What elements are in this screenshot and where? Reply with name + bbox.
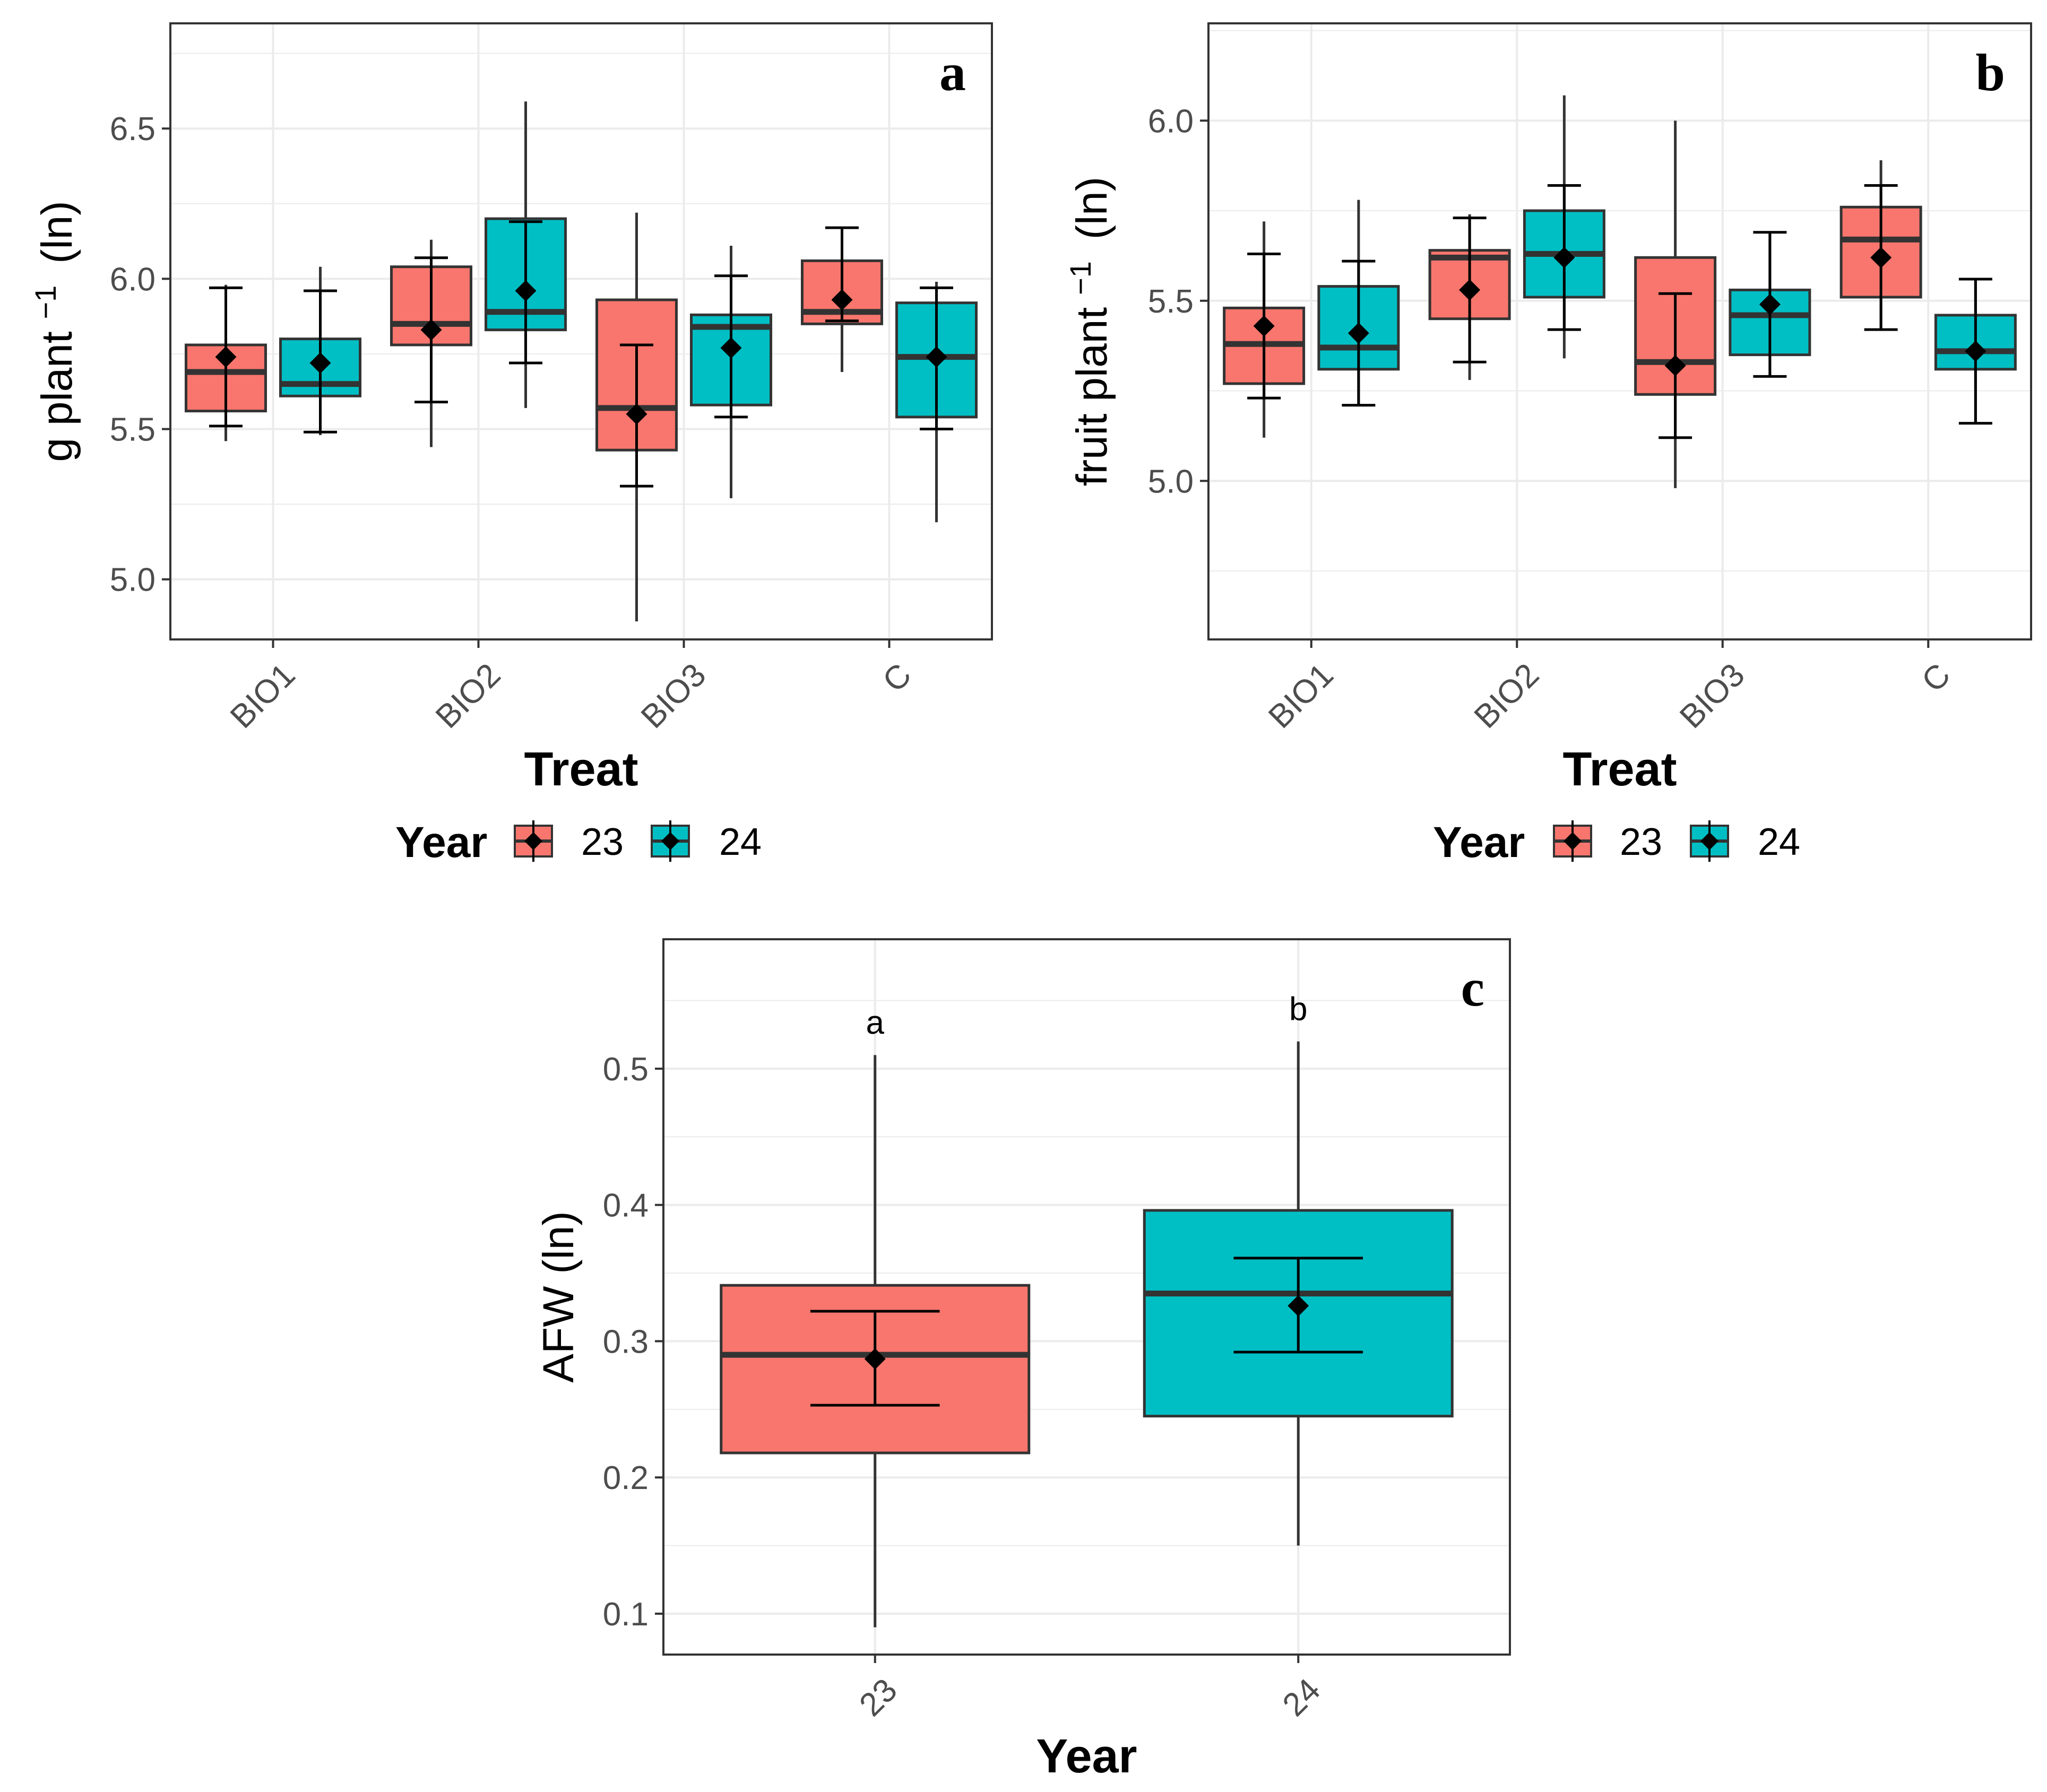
panel-a-box-BIO3-24-mean [720, 337, 742, 359]
panel-b-legend-key-23-mean [1564, 832, 1582, 850]
panel-c-sig-letter-23: a [866, 1005, 885, 1041]
panel-b-legend-label-24: 24 [1758, 821, 1800, 863]
panel-b-box-BIO1-23 [1223, 221, 1306, 438]
panel-a-box-BIO1-24 [279, 266, 362, 435]
panel-b-letter: b [1975, 43, 2005, 102]
panel-b-box-BIO2-23 [1428, 214, 1511, 380]
panel-a-box-C-24 [895, 282, 978, 523]
panel-a-legend-label-24: 24 [719, 821, 762, 863]
panel-b-ytick-label-2: 6.0 [1148, 103, 1194, 140]
panel-c-ytick-label-4: 0.5 [603, 1051, 649, 1088]
panel-a-box-BIO1-23-mean [215, 346, 237, 368]
panel-a-legend: Year 23 24 [395, 818, 762, 867]
panel-b-box-BIO3-23 [1634, 120, 1717, 488]
panel-b-box-BIO3-24 [1729, 231, 1811, 378]
panel-b-box-BIO2-24-mean [1553, 247, 1575, 269]
panel-a-ylabel-main: g plant [33, 331, 81, 462]
panel-b-legend-key-23 [1553, 820, 1592, 862]
panel-a-frame [169, 22, 993, 640]
panel-c-ylabel: AFW (ln) [534, 1211, 583, 1382]
panel-a-box-BIO3-23 [595, 212, 678, 622]
panel-a-box-BIO2-23-mean [420, 319, 442, 341]
panel-c-ytick-label-1: 0.2 [603, 1460, 649, 1496]
panel-a-xlabel: Treat [524, 743, 638, 796]
panel-a-box-BIO1-23 [184, 284, 267, 441]
panel-c-ytick-label-3: 0.4 [603, 1188, 649, 1224]
panel-c-frame [662, 938, 1511, 1656]
panel-c-letter: c [1461, 958, 1484, 1017]
panel-c-box-24-box [1143, 1209, 1454, 1418]
panel-b-box-BIO3-23-mean [1664, 355, 1686, 376]
panel-a-legend-label-23: 23 [581, 821, 624, 863]
panel-b-box-BIO1-24-mean [1348, 322, 1369, 344]
panel-a-ytick-label-2: 6.0 [110, 261, 156, 298]
panel-a-legend-key-23-mean [524, 832, 542, 850]
panel-b-frame [1207, 22, 2032, 640]
panel-a-legend-key-24-mean [661, 832, 679, 850]
panel-b-box-BIO1-24 [1317, 200, 1400, 407]
panel-b-grid [1208, 23, 2031, 639]
panel-c-sig-letter-24: b [1289, 991, 1307, 1028]
panel-a-box-BIO3-23-mean [626, 403, 647, 425]
panel-a-ylabel: g plant −1 (ln) [17, 201, 81, 462]
panel-b-box-C-23 [1839, 160, 1922, 331]
panel-a-box-BIO2-23 [390, 239, 472, 447]
panel-a-marks [184, 101, 978, 622]
panel-b-ytick-label-1: 5.5 [1148, 283, 1194, 320]
panel-b-box-BIO2-24 [1523, 95, 1605, 359]
panel-b-ylabel-unit: (ln) [1068, 177, 1116, 239]
panel-b-legend-title: Year [1433, 818, 1525, 867]
panel-a-ytick-label-3: 6.5 [110, 111, 156, 148]
panel-b-legend-key-24-mean [1700, 832, 1718, 850]
panel-a-box-BIO2-24 [485, 101, 567, 408]
panel-a-ytick-label-0: 5.0 [110, 562, 156, 599]
panel-b-ylabel-sup: −1 [1064, 261, 1097, 295]
panel-b-ylabel-main: fruit plant [1068, 307, 1116, 487]
panel-b-box-BIO2-23-mean [1459, 279, 1481, 301]
panel-c-xlabel: Year [1036, 1730, 1137, 1783]
panel-c-box-23 [720, 1055, 1031, 1627]
panel-c-box-23-mean [864, 1348, 886, 1370]
panel-b-xlabel: Treat [1562, 743, 1677, 796]
panel-b-marks [1223, 95, 2017, 488]
panel-c-box-24 [1143, 1041, 1454, 1546]
panel-c-box-24-mean [1288, 1295, 1309, 1317]
panel-b-box-C-24-mean [1965, 340, 1986, 362]
panel-b-box-C-24 [1934, 278, 2017, 425]
panel-a-box-C-23-mean [831, 289, 853, 311]
panel-a-ytick-label-1: 5.5 [110, 412, 156, 448]
panel-a-box-C-23 [800, 226, 883, 372]
panel-a-box-BIO2-24-mean [515, 280, 537, 302]
panel-b-legend: Year 23 24 [1433, 818, 1800, 867]
panel-a-legend-key-24 [651, 820, 690, 862]
panel-b-box-BIO1-23-mean [1253, 315, 1275, 337]
panel-c-ytick-label-0: 0.1 [603, 1596, 649, 1633]
panel-b-ylabel: fruit plant −1 (ln) [1052, 177, 1116, 486]
panel-a-legend-title: Year [395, 818, 487, 867]
panel-b-box-BIO3-24-mean [1759, 293, 1781, 315]
panel-a-legend-key-23 [514, 820, 553, 862]
panel-a-box-C-24-mean [926, 346, 947, 368]
panel-a-box-BIO1-24-mean [309, 352, 331, 374]
panel-a-ylabel-unit: (ln) [33, 201, 81, 263]
panel-b-ytick-label-0: 5.0 [1148, 463, 1194, 500]
panel-a-ylabel-sup: −1 [29, 285, 62, 319]
panel-b-legend-key-24 [1690, 820, 1729, 862]
panel-a-letter: a [939, 43, 966, 102]
panel-a-box-BIO3-24 [690, 246, 773, 498]
panel-b-box-C-23-mean [1870, 247, 1892, 269]
panel-b-legend-label-23: 23 [1620, 821, 1662, 863]
panel-c-ytick-label-2: 0.3 [603, 1323, 649, 1360]
